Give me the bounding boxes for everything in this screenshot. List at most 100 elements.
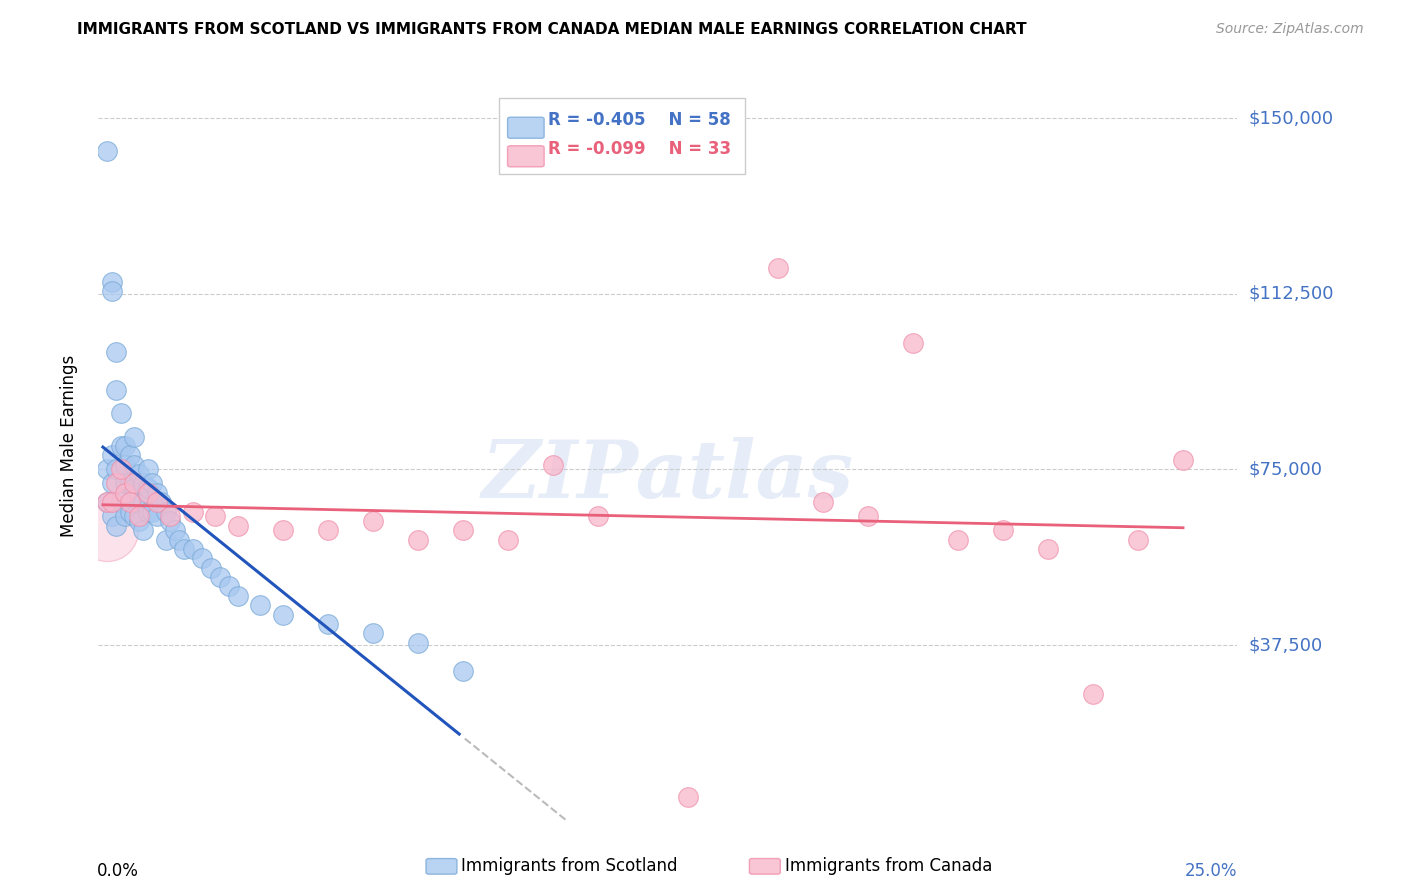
Point [110,462,132,476]
Point [101,476,124,491]
Point [101,449,124,463]
Point [316,617,339,632]
Point [155,533,177,547]
Point [146,509,169,524]
Text: IMMIGRANTS FROM SCOTLAND VS IMMIGRANTS FROM CANADA MEDIAN MALE EARNINGS CORRELAT: IMMIGRANTS FROM SCOTLAND VS IMMIGRANTS F… [77,22,1026,37]
Point [150,495,173,509]
Point [181,542,204,557]
Point [118,495,141,509]
Point [451,664,474,678]
Point [105,518,128,533]
Point [676,790,699,805]
Point [118,449,141,463]
Text: Source: ZipAtlas.com: Source: ZipAtlas.com [1216,22,1364,37]
Point [163,523,186,537]
Point [136,462,159,476]
Point [132,495,155,509]
Point [96,523,118,537]
Point [96,495,118,509]
Point [204,509,226,524]
Point [586,509,609,524]
Y-axis label: Median Male Earnings: Median Male Earnings [59,355,77,537]
Point [541,458,564,472]
Point [1173,453,1195,467]
Point [101,509,124,524]
Point [101,275,124,289]
Point [132,523,155,537]
Point [114,485,136,500]
Point [105,476,128,491]
Text: ZIPatlas: ZIPatlas [482,437,853,515]
Point [105,345,128,359]
Point [1038,542,1060,557]
Text: R = -0.405    N = 58: R = -0.405 N = 58 [548,112,731,129]
Point [901,336,924,351]
Point [110,439,132,453]
Point [128,485,150,500]
Point [811,495,834,509]
Point [128,509,150,524]
Point [114,476,136,491]
Point [124,458,146,472]
Point [169,533,191,547]
Text: $75,000: $75,000 [1249,460,1323,478]
Point [136,485,159,500]
Text: $150,000: $150,000 [1249,109,1333,128]
Point [136,481,159,495]
Point [159,509,181,524]
Point [96,495,118,509]
Point [146,485,169,500]
Point [406,635,429,649]
Point [948,533,970,547]
Point [361,626,384,640]
Point [146,495,169,509]
Point [110,495,132,509]
Point [141,476,163,491]
Point [993,523,1015,537]
Point [132,476,155,491]
Point [114,458,136,472]
Text: 0.0%: 0.0% [97,862,139,880]
Point [856,509,879,524]
Point [124,430,146,444]
Point [316,523,339,537]
Point [451,523,474,537]
Point [181,505,204,519]
Point [249,599,271,613]
Point [101,495,124,509]
Point [110,406,132,420]
Point [155,505,177,519]
Point [361,514,384,528]
Point [101,285,124,299]
Point [118,476,141,491]
Point [124,509,146,524]
Point [114,439,136,453]
Point [191,551,214,566]
Point [271,523,294,537]
Text: R = -0.099    N = 33: R = -0.099 N = 33 [548,140,731,158]
Text: Immigrants from Scotland: Immigrants from Scotland [461,857,678,875]
Point [159,514,181,528]
Point [124,476,146,491]
Text: 25.0%: 25.0% [1185,862,1237,880]
Point [141,505,163,519]
Text: $112,500: $112,500 [1249,285,1334,302]
Point [136,505,159,519]
Point [128,514,150,528]
Point [114,509,136,524]
Point [118,505,141,519]
Point [271,607,294,622]
Point [1083,687,1105,701]
Point [1128,533,1150,547]
Point [208,570,231,584]
Point [96,144,118,158]
Point [406,533,429,547]
Point [105,383,128,397]
Point [96,462,118,476]
Point [173,542,195,557]
Point [226,518,249,533]
Point [226,589,249,603]
Point [766,261,789,276]
Text: $37,500: $37,500 [1249,636,1323,654]
Point [124,481,146,495]
